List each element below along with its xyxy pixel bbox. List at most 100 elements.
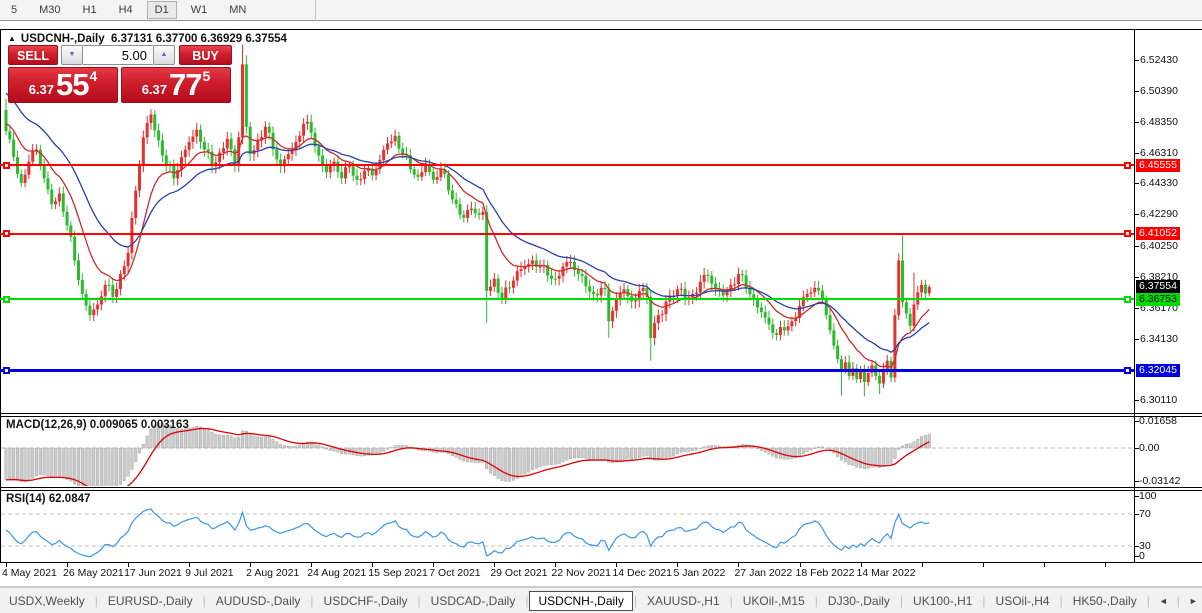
macd-histogram-bar — [447, 447, 451, 455]
level-line-handle[interactable] — [3, 230, 10, 238]
tab-usdcnh-daily[interactable]: USDCNH-,Daily — [529, 590, 633, 611]
macd-histogram-bar — [855, 447, 859, 468]
candle-body — [706, 274, 710, 276]
tab-ukoil-m15[interactable]: UKOil-,M15 — [742, 593, 805, 608]
horizontal-level-line[interactable] — [0, 164, 1134, 167]
date-label: 18 Feb 2022 — [795, 567, 855, 579]
macd-histogram-bar — [321, 446, 325, 449]
tab-usdcad-daily[interactable]: USDCAD-,Daily — [430, 593, 516, 608]
macd-histogram-bar — [523, 447, 527, 475]
candle-body — [580, 274, 584, 276]
candle-body — [679, 288, 683, 290]
rsi-line — [5, 508, 930, 558]
candle-body — [427, 164, 431, 172]
macd-rsi-separator-1[interactable] — [0, 487, 1202, 488]
candle-body — [145, 122, 149, 138]
macd-histogram-bar — [820, 446, 824, 449]
tab-eurusd-daily[interactable]: EURUSD-,Daily — [107, 593, 193, 608]
main-macd-separator-2[interactable] — [0, 416, 1202, 417]
tab-separator: | — [982, 593, 986, 608]
sell-price-panel[interactable]: 6.37 55 4 — [8, 67, 118, 103]
candle-body — [714, 283, 718, 290]
macd-signal-line — [5, 427, 930, 486]
candle-body — [557, 275, 561, 279]
candle-body — [843, 362, 847, 370]
sell-price-sup: 4 — [89, 68, 98, 84]
candle-body — [286, 154, 290, 160]
candle-body — [641, 287, 645, 291]
period-button-5[interactable]: 5 — [11, 4, 18, 16]
candle-body — [447, 174, 451, 191]
volume-increase-button[interactable]: ▲ — [153, 45, 175, 65]
level-line-handle[interactable] — [3, 295, 10, 303]
level-line-handle[interactable] — [1124, 367, 1131, 375]
tab-xauusd-h1[interactable]: XAUUSD-,H1 — [646, 593, 720, 608]
tab-scroll-left-icon[interactable]: ◄ — [1158, 595, 1168, 606]
tab-scroll-right-icon[interactable]: ► — [1188, 595, 1198, 606]
date-tick — [433, 563, 435, 567]
macd-histogram-bar — [38, 447, 42, 476]
buy-price-panel[interactable]: 6.37 77 5 — [121, 67, 231, 103]
candle-body — [241, 64, 245, 138]
macd-rsi-separator-2[interactable] — [0, 490, 1202, 491]
tab-audusd-daily[interactable]: AUDUSD-,Daily — [215, 593, 301, 608]
tab-usoil-h4[interactable]: USOil-,H4 — [995, 593, 1050, 608]
macd-label: MACD(12,26,9) 0.009065 0.003163 — [6, 419, 189, 431]
level-line-handle[interactable] — [1124, 230, 1131, 238]
macd-histogram-bar — [107, 447, 111, 486]
candle-body — [305, 121, 309, 124]
macd-histogram-bar — [901, 445, 905, 449]
candle-body — [897, 260, 901, 316]
level-line-handle[interactable] — [1124, 161, 1131, 169]
macd-histogram-bar — [492, 447, 496, 476]
tab-separator: | — [417, 593, 421, 608]
candle-body — [336, 161, 340, 172]
macd-histogram-bar — [366, 447, 370, 456]
date-tick — [128, 563, 130, 567]
macd-histogram-bar — [199, 426, 203, 449]
buy-button[interactable]: BUY — [179, 45, 232, 65]
sell-button[interactable]: SELL — [8, 45, 58, 65]
candle-body — [73, 236, 77, 261]
candle-body — [38, 149, 42, 166]
ma-slow-line[interactable] — [5, 92, 930, 353]
period-button-w1[interactable]: W1 — [190, 4, 208, 16]
candle-body — [725, 290, 729, 296]
candle-body — [611, 310, 615, 322]
volume-input[interactable] — [83, 45, 153, 65]
date-tick — [67, 563, 69, 567]
period-button-h1[interactable]: H1 — [82, 4, 97, 16]
candle-body — [191, 136, 195, 142]
macd-histogram-bar — [286, 445, 290, 449]
horizontal-level-line[interactable] — [0, 369, 1134, 373]
tab-uk100-h1[interactable]: UK100-,H1 — [913, 593, 973, 608]
volume-decrease-button[interactable]: ▼ — [61, 45, 83, 65]
period-button-d1[interactable]: D1 — [146, 1, 177, 19]
level-line-handle[interactable] — [3, 161, 10, 169]
candle-body — [656, 315, 660, 324]
tab-dj30-daily[interactable]: DJ30-,Daily — [827, 593, 890, 608]
rsi-tick-label: 0 — [1139, 550, 1145, 562]
period-button-m30[interactable]: M30 — [39, 4, 61, 16]
ma-fast-line[interactable] — [5, 122, 930, 369]
period-button-h4[interactable]: H4 — [118, 4, 133, 16]
level-line-handle[interactable] — [1124, 295, 1131, 303]
tab-hk50-daily[interactable]: HK50-,Daily — [1072, 593, 1137, 608]
macd-histogram-bar — [817, 446, 821, 449]
horizontal-level-line[interactable] — [0, 232, 1134, 235]
candle-body — [500, 292, 504, 299]
macd-histogram-bar — [378, 447, 382, 454]
level-line-handle[interactable] — [3, 367, 10, 375]
candle-body — [660, 314, 664, 316]
tab-usdx-weekly[interactable]: USDX,Weekly — [9, 593, 85, 608]
candle-body — [294, 141, 298, 150]
period-button-mn[interactable]: MN — [229, 4, 247, 16]
tab-usdchf-daily[interactable]: USDCHF-,Daily — [323, 593, 408, 608]
macd-histogram-bar — [805, 447, 809, 453]
macd-histogram-bar — [237, 436, 241, 449]
horizontal-level-line[interactable] — [0, 298, 1134, 301]
macd-histogram-bar — [397, 444, 401, 449]
collapse-triangle-icon[interactable]: ▲ — [8, 34, 16, 43]
main-macd-separator-1[interactable] — [0, 413, 1202, 414]
